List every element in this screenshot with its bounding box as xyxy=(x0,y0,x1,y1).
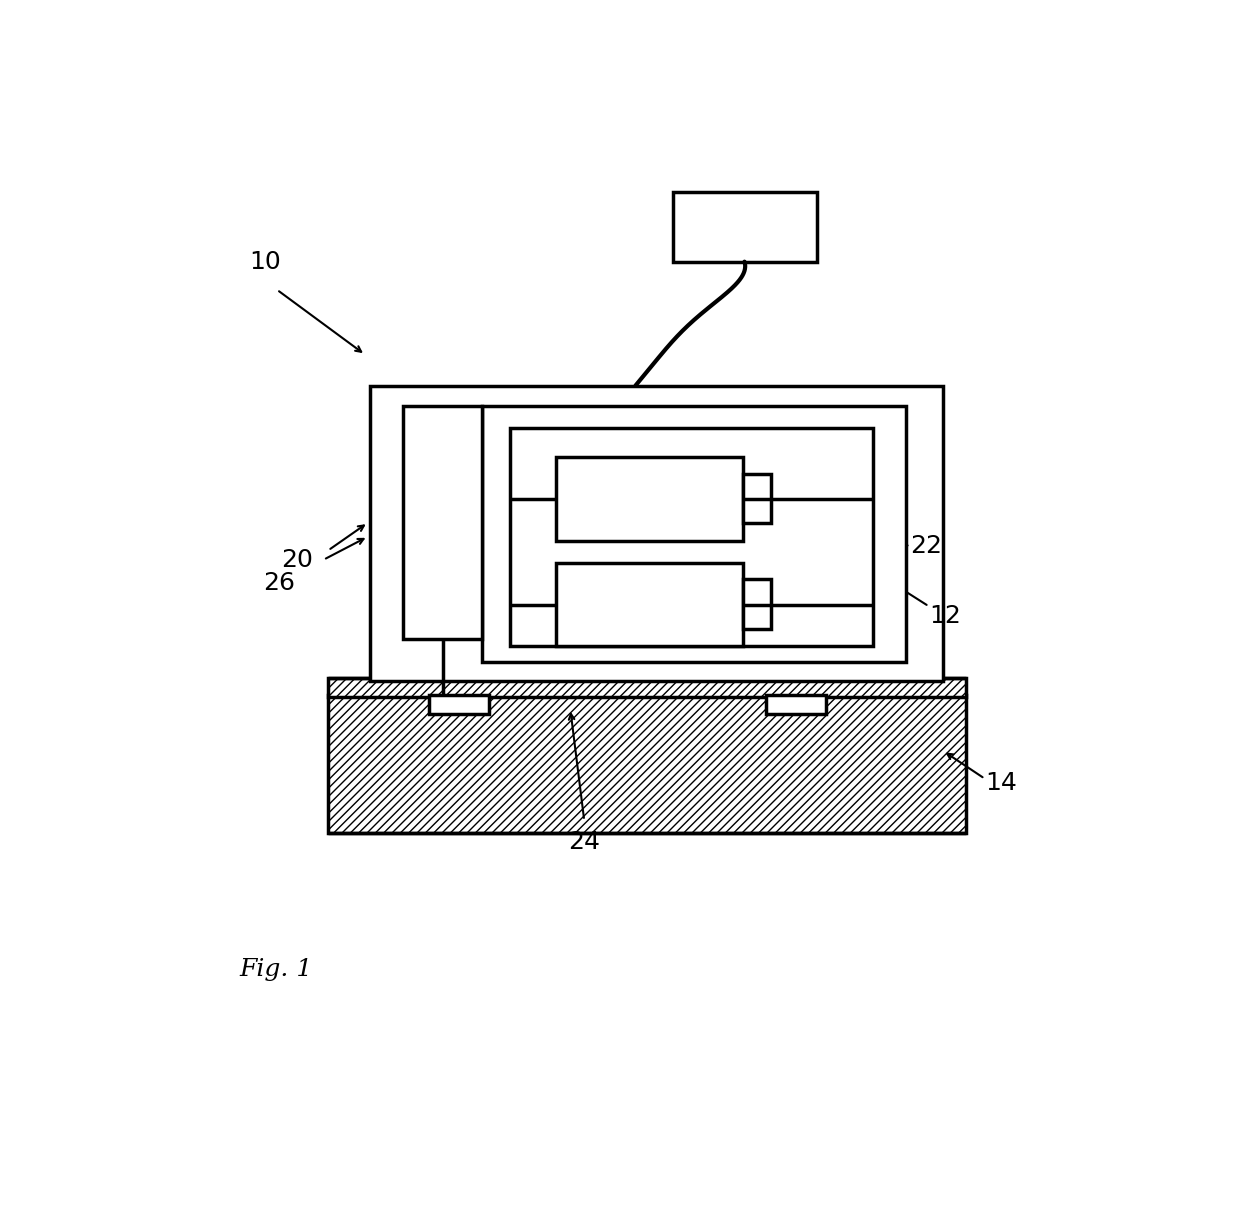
Text: 28: 28 xyxy=(729,214,760,238)
Text: 12: 12 xyxy=(929,604,961,628)
Bar xyxy=(510,427,873,646)
Text: 32: 32 xyxy=(427,526,459,551)
Bar xyxy=(743,474,770,524)
Text: 24: 24 xyxy=(568,830,600,854)
Text: 22: 22 xyxy=(910,534,942,558)
Bar xyxy=(482,407,905,662)
Text: Fig. 1: Fig. 1 xyxy=(239,958,312,981)
Text: 26: 26 xyxy=(263,571,295,595)
Bar xyxy=(329,678,966,697)
Bar xyxy=(557,457,743,541)
Bar xyxy=(743,580,770,629)
Text: 10: 10 xyxy=(249,249,280,273)
Bar xyxy=(329,695,966,832)
Bar xyxy=(557,563,743,646)
Bar xyxy=(370,386,942,681)
Bar xyxy=(766,695,827,714)
Bar xyxy=(673,192,817,261)
Text: 16: 16 xyxy=(634,593,666,617)
Text: 14: 14 xyxy=(985,772,1017,795)
Bar xyxy=(403,407,482,639)
Bar xyxy=(429,695,490,714)
Text: 20: 20 xyxy=(281,548,314,572)
Text: 18: 18 xyxy=(634,488,666,512)
